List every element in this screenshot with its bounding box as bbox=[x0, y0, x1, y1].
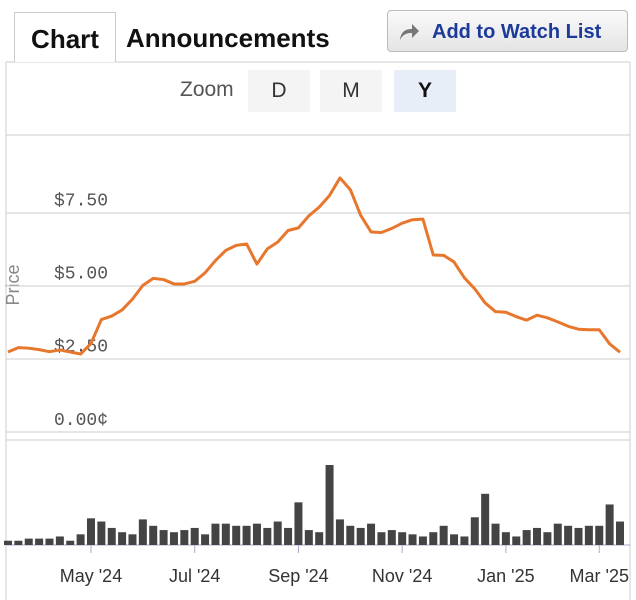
x-tick-label: May '24 bbox=[60, 566, 122, 586]
y-tick-label: $5.00 bbox=[54, 265, 108, 285]
volume-bar bbox=[14, 540, 23, 545]
volume-bar bbox=[242, 525, 251, 545]
volume-bar bbox=[190, 527, 199, 545]
volume-bar bbox=[398, 532, 407, 545]
volume-bar bbox=[149, 525, 158, 545]
volume-bar bbox=[346, 525, 355, 545]
volume-bar bbox=[616, 521, 624, 545]
volume-bar bbox=[460, 536, 469, 545]
volume-bar bbox=[491, 523, 500, 545]
watch-label: Add to Watch List bbox=[432, 21, 602, 43]
price-line bbox=[7, 176, 621, 356]
volume-bar bbox=[470, 517, 479, 545]
volume-bar bbox=[35, 538, 44, 545]
volume-bar bbox=[169, 532, 178, 545]
volume-bar bbox=[252, 523, 261, 545]
volume-bar bbox=[335, 519, 344, 545]
y-axis-title: Price bbox=[3, 264, 23, 305]
volume-bar bbox=[325, 465, 334, 545]
x-tick-label: Mar '25 bbox=[570, 566, 629, 586]
y-tick-label: $7.50 bbox=[54, 192, 108, 212]
volume-bar bbox=[450, 534, 459, 545]
zoom-button[interactable]: M bbox=[320, 70, 382, 112]
volume-bar bbox=[118, 532, 127, 545]
volume-bar bbox=[543, 532, 552, 545]
volume-bar bbox=[522, 530, 531, 545]
volume-bar bbox=[159, 530, 168, 545]
volume-bar bbox=[564, 525, 573, 545]
x-tick-label: Jan '25 bbox=[477, 566, 534, 586]
tab[interactable]: Announcements bbox=[126, 23, 330, 53]
volume-bar bbox=[180, 530, 189, 545]
y-tick-label: 0.00¢ bbox=[54, 411, 108, 431]
volume-bar bbox=[211, 523, 220, 545]
x-tick-label: Sep '24 bbox=[268, 566, 329, 586]
volume-bar bbox=[55, 536, 64, 545]
volume-bar bbox=[97, 521, 106, 545]
volume-bar bbox=[533, 527, 542, 545]
x-tick-label: Jul '24 bbox=[169, 566, 220, 586]
volume-bar bbox=[284, 527, 293, 545]
volume-bar bbox=[263, 527, 272, 545]
volume-bar bbox=[574, 527, 583, 545]
volume-bar bbox=[429, 532, 438, 545]
volume-bar bbox=[553, 523, 562, 545]
volume-bar bbox=[595, 525, 604, 545]
volume-bar bbox=[367, 523, 376, 545]
volume-bar bbox=[481, 493, 490, 545]
volume-bar bbox=[501, 532, 510, 545]
volume-bar bbox=[584, 525, 593, 545]
volume-bar bbox=[605, 504, 614, 545]
volume-bar bbox=[221, 523, 230, 545]
volume-bar bbox=[273, 521, 282, 545]
watch-button[interactable]: Add to Watch List bbox=[387, 10, 628, 52]
x-tick-label: Nov '24 bbox=[372, 566, 432, 586]
share-icon bbox=[400, 24, 419, 40]
volume-bar bbox=[107, 527, 116, 545]
zoom-button[interactable]: Y bbox=[394, 70, 456, 112]
volume-bar bbox=[66, 540, 75, 545]
volume-bar bbox=[138, 519, 147, 545]
volume-bar bbox=[201, 534, 210, 545]
volume-bar bbox=[86, 518, 95, 545]
volume-bar bbox=[128, 534, 137, 545]
tab[interactable]: Chart bbox=[14, 12, 116, 62]
volume-bar bbox=[408, 534, 417, 545]
volume-bar bbox=[304, 530, 313, 545]
volume-bar bbox=[387, 530, 396, 545]
volume-bar bbox=[315, 532, 324, 545]
volume-bar bbox=[294, 502, 303, 545]
volume-bar bbox=[377, 532, 386, 545]
volume-bar bbox=[418, 536, 427, 545]
zoom-label: Zoom bbox=[180, 78, 234, 101]
volume-bar bbox=[356, 527, 365, 545]
volume-bar bbox=[232, 525, 241, 545]
volume-bar bbox=[512, 536, 521, 545]
volume-bar bbox=[45, 538, 54, 545]
volume-bar bbox=[76, 534, 85, 545]
volume-bar bbox=[4, 540, 12, 545]
volume-bar bbox=[439, 525, 448, 545]
volume-bar bbox=[24, 538, 33, 545]
zoom-button[interactable]: D bbox=[248, 70, 310, 112]
